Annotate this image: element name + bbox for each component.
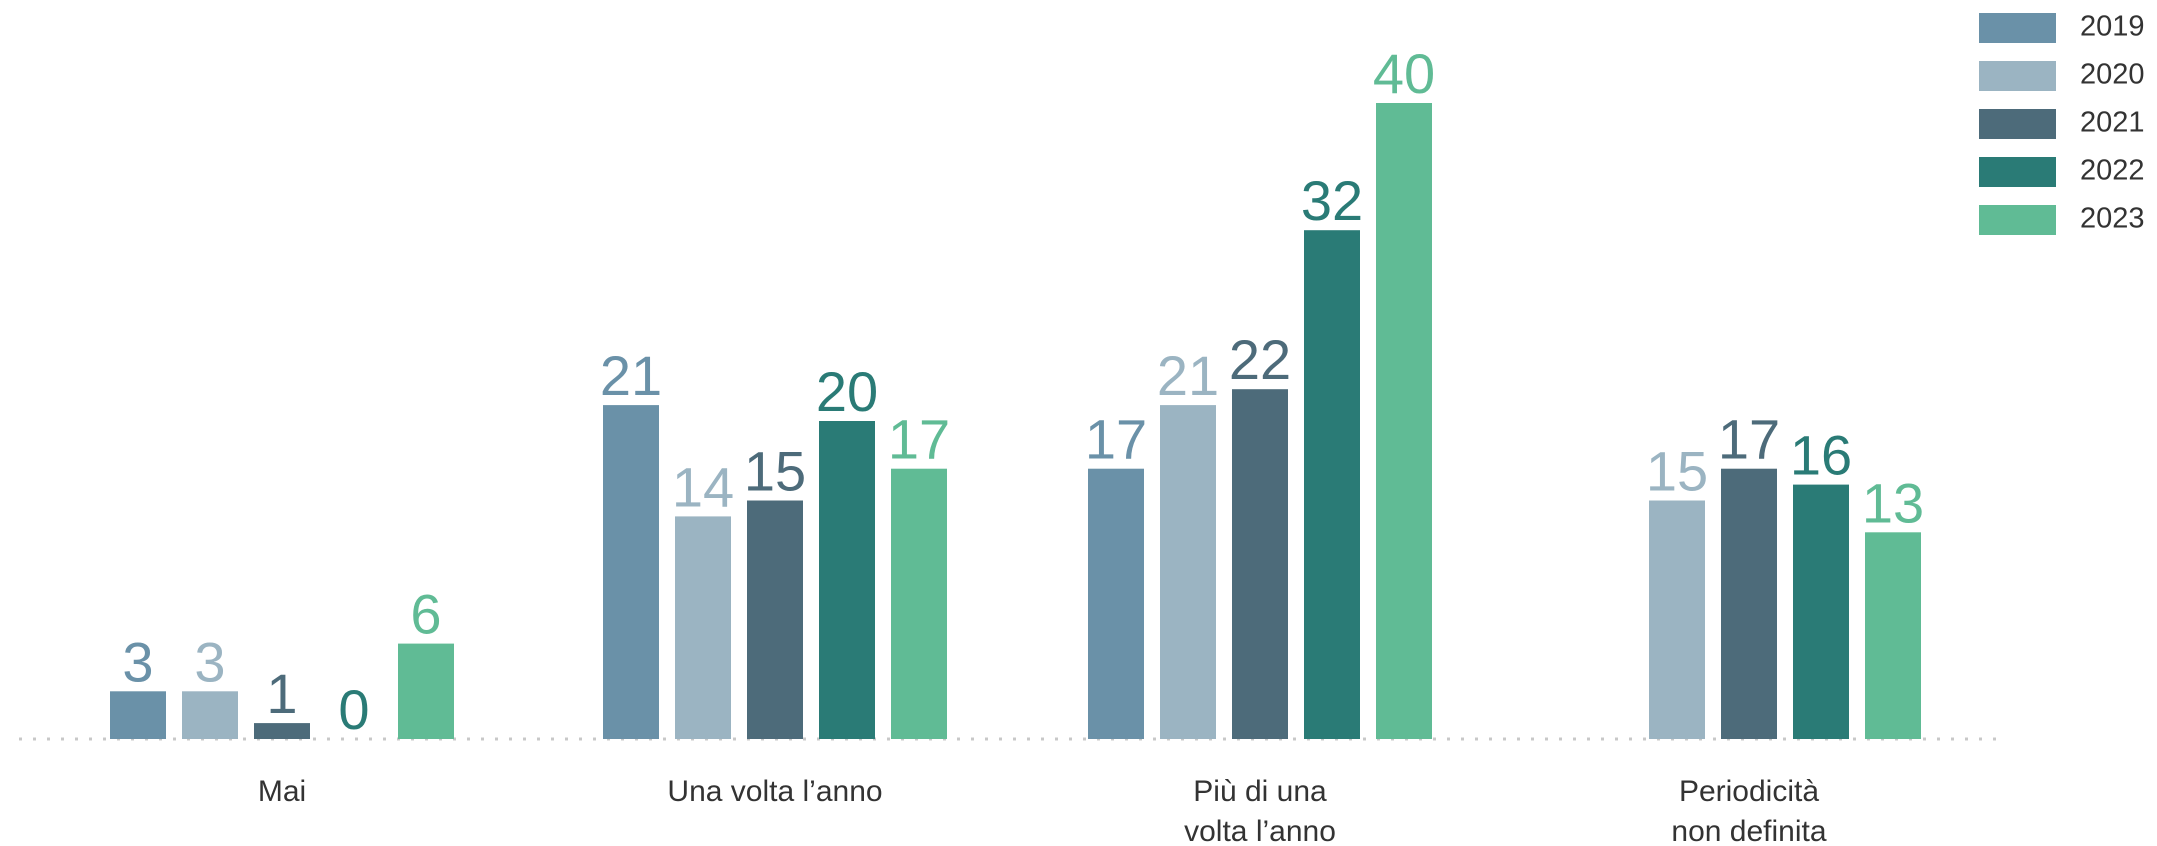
x-tick-label: Una volta l’anno (667, 775, 883, 808)
value-label: 22 (1229, 328, 1291, 391)
value-label: 15 (744, 440, 806, 503)
value-label: 1 (266, 662, 297, 725)
bar (1160, 405, 1216, 739)
value-label: 21 (1157, 344, 1219, 407)
legend-label: 2023 (2080, 203, 2145, 235)
legend-swatch (1979, 157, 2056, 187)
value-label: 3 (122, 630, 153, 693)
bar (254, 723, 310, 739)
value-label: 32 (1301, 169, 1363, 232)
value-label: 16 (1790, 424, 1852, 487)
legend-swatch (1979, 13, 2056, 43)
legend-swatch (1979, 61, 2056, 91)
x-tick-label: Periodicità non definita (1671, 775, 1827, 846)
value-label: 17 (1085, 408, 1147, 471)
bar (1865, 532, 1921, 739)
value-label: 13 (1862, 471, 1924, 534)
value-label: 20 (816, 360, 878, 423)
bar (398, 643, 454, 739)
legend-swatch (1979, 205, 2056, 235)
bar (1088, 468, 1144, 739)
value-label: 21 (600, 344, 662, 407)
legend-label: 2020 (2080, 59, 2145, 91)
legend-label: 2022 (2080, 155, 2145, 187)
value-label: 14 (672, 455, 734, 518)
bar (1793, 484, 1849, 739)
value-label: 17 (1718, 408, 1780, 471)
legend-label: 2021 (2080, 107, 2145, 139)
x-tick-label: Mai (257, 775, 307, 808)
value-label: 3 (194, 630, 225, 693)
bar (603, 405, 659, 739)
legend-label: 2019 (2080, 11, 2145, 43)
bar (1376, 103, 1432, 739)
value-label: 40 (1373, 42, 1435, 105)
bar (675, 516, 731, 739)
bar (747, 500, 803, 739)
value-label: 6 (410, 583, 441, 646)
value-label: 15 (1646, 440, 1708, 503)
bar (1304, 230, 1360, 739)
bar (891, 468, 947, 739)
x-tick-label: Più di una volta l’anno (1184, 775, 1336, 846)
bar (819, 421, 875, 739)
bar (1649, 500, 1705, 739)
bar (110, 691, 166, 739)
value-label: 0 (338, 678, 369, 741)
bar (1232, 389, 1288, 739)
bar (1721, 468, 1777, 739)
legend-swatch (1979, 109, 2056, 139)
bar (182, 691, 238, 739)
value-label: 17 (888, 408, 950, 471)
